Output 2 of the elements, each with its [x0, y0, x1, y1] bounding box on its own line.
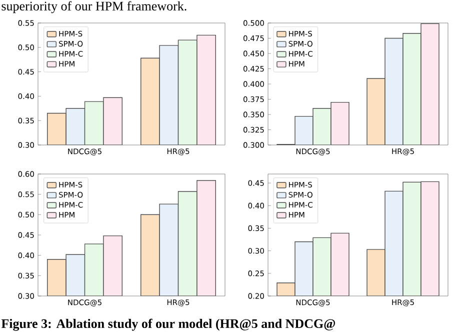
text: superiority of our HPM framework.: [2, 1, 186, 14]
caption: Figure 3: Ablation study of our model (HR@5 and NDCG@: [1, 318, 336, 331]
